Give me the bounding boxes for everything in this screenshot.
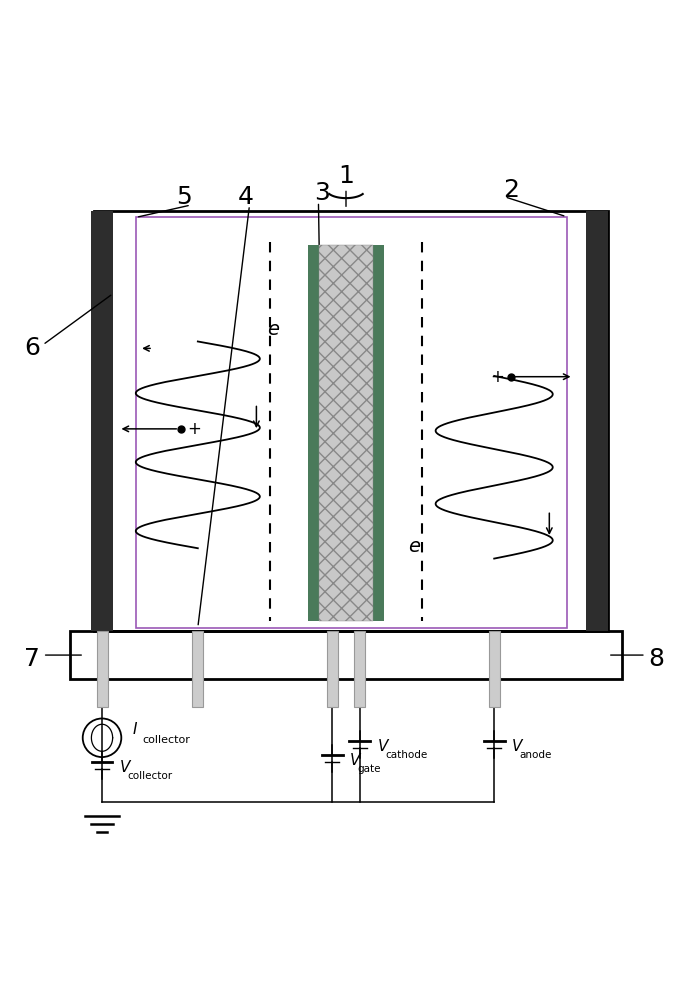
Text: $V$: $V$ <box>119 759 133 775</box>
Text: $I$: $I$ <box>131 721 138 737</box>
Bar <box>327 631 338 707</box>
Bar <box>96 631 107 707</box>
Text: $V$: $V$ <box>349 752 363 768</box>
Text: e: e <box>266 320 279 339</box>
Bar <box>354 631 365 707</box>
Bar <box>319 245 373 621</box>
Text: 7: 7 <box>24 647 40 671</box>
Text: 8: 8 <box>648 647 664 671</box>
Text: 6: 6 <box>24 336 40 360</box>
Bar <box>192 631 203 707</box>
Text: cathode: cathode <box>385 750 428 760</box>
Bar <box>373 245 384 621</box>
Bar <box>71 631 621 679</box>
Bar <box>586 211 608 631</box>
Bar <box>136 217 567 628</box>
Text: collector: collector <box>127 771 172 781</box>
Bar <box>308 245 319 621</box>
Text: e: e <box>408 537 420 556</box>
Text: collector: collector <box>142 735 190 745</box>
Text: 5: 5 <box>176 185 192 209</box>
Text: $V$: $V$ <box>377 738 390 754</box>
Text: $V$: $V$ <box>511 738 525 754</box>
Text: 2: 2 <box>503 178 520 202</box>
Text: gate: gate <box>358 764 381 774</box>
Bar <box>489 631 500 707</box>
Text: 3: 3 <box>314 181 330 205</box>
Text: +: + <box>491 368 504 386</box>
Text: 1: 1 <box>338 164 354 188</box>
Text: 4: 4 <box>238 185 254 209</box>
Bar <box>91 211 113 631</box>
Text: +: + <box>188 420 201 438</box>
Text: anode: anode <box>520 750 552 760</box>
Bar <box>94 211 608 631</box>
